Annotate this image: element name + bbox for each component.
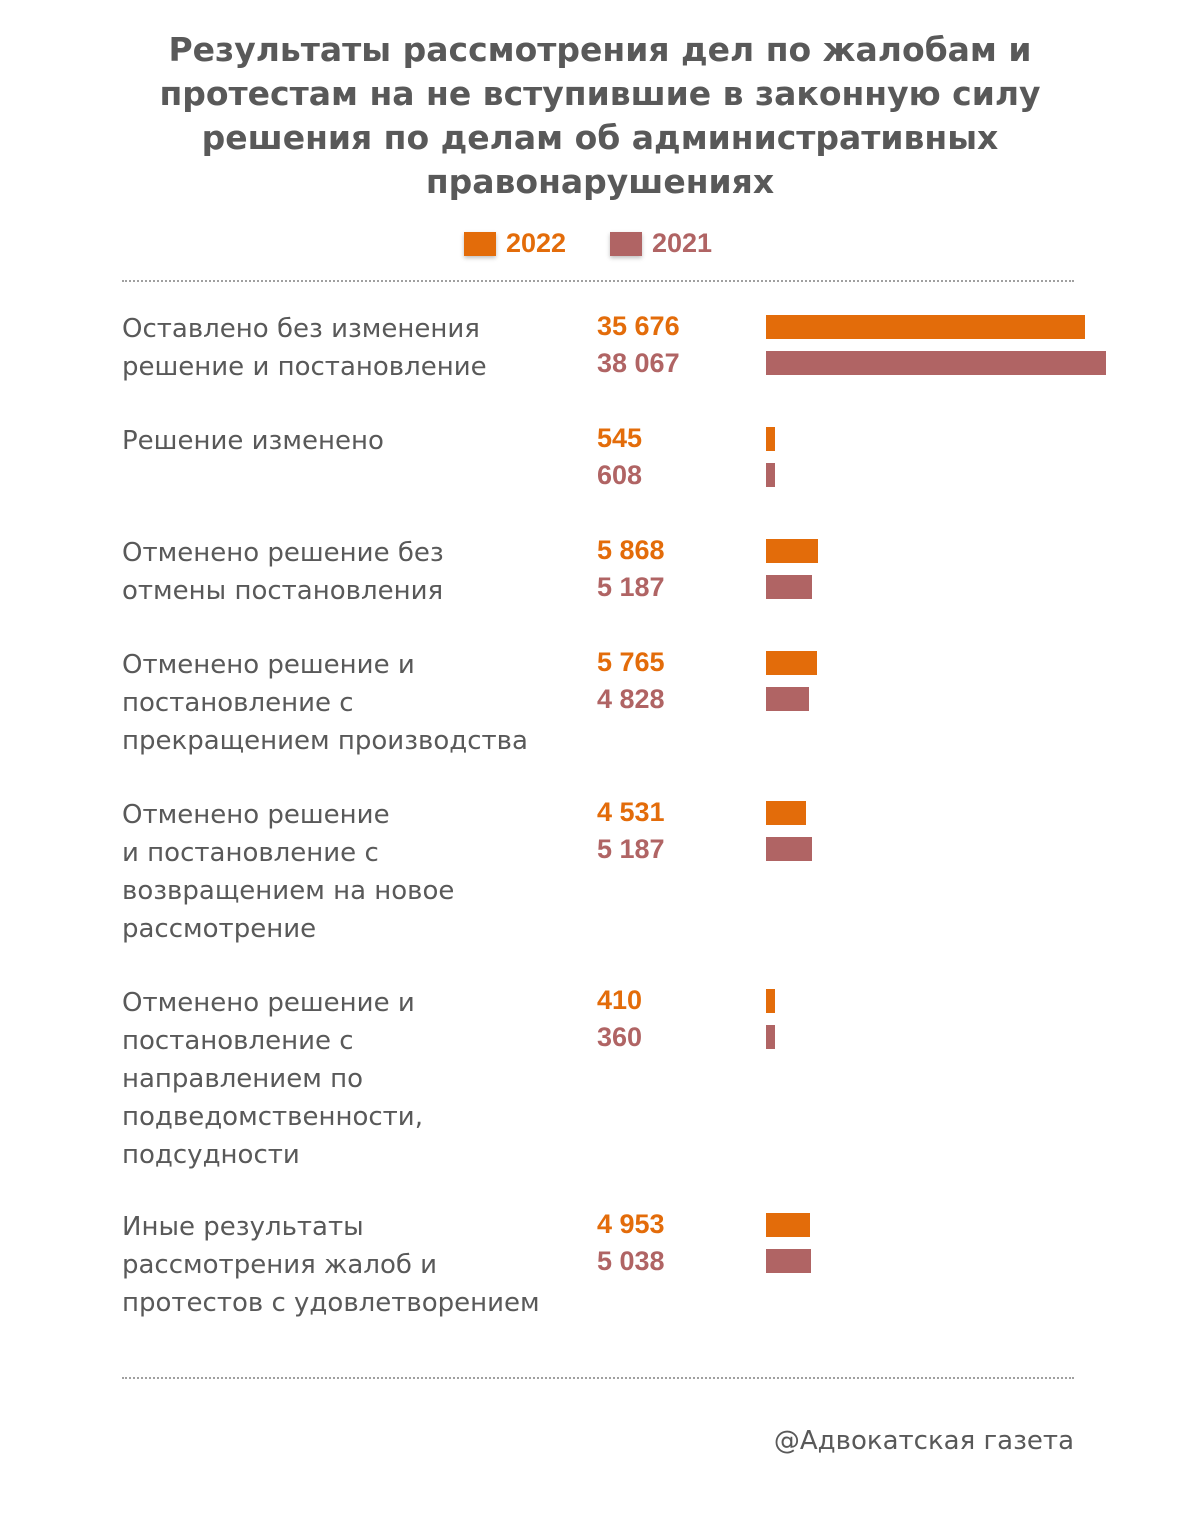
value-label-2022: 5 868 <box>597 535 665 565</box>
bar-2022 <box>766 651 817 675</box>
chart-title: Результаты рассмотрения дел по жалобам и… <box>159 30 1041 201</box>
legend-label-2022: 2022 <box>506 228 567 258</box>
bar-2022 <box>766 315 1085 339</box>
value-label-2022: 35 676 <box>597 311 680 341</box>
bar-2021 <box>766 575 812 599</box>
category-label: Оставлено без изменения решение и постан… <box>122 314 487 382</box>
bar-2022 <box>766 801 806 825</box>
source-credit: @Адвокатская газета <box>773 1426 1074 1456</box>
value-label-2022: 5 765 <box>597 647 665 677</box>
bar-2021 <box>766 351 1106 375</box>
bar-2022 <box>766 989 775 1013</box>
bottom-divider <box>122 1377 1074 1379</box>
bar-2021 <box>766 463 775 487</box>
legend-swatch-2021 <box>610 231 642 256</box>
bar-2021 <box>766 1025 775 1049</box>
value-label-2022: 4 953 <box>597 1209 665 1239</box>
category-label: Отменено решение и постановление с прекр… <box>122 650 528 756</box>
legend-item-2021: 2021 <box>610 228 712 259</box>
category-label: Отменено решение и постановление с возвр… <box>122 800 455 944</box>
bar-2021 <box>766 837 812 861</box>
legend-swatch-2022 <box>464 231 496 256</box>
value-label-2021: 5 038 <box>597 1246 665 1276</box>
category-label: Отменено решение и постановление с напра… <box>122 988 423 1170</box>
value-label-2022: 545 <box>597 423 643 453</box>
value-label-2022: 410 <box>597 985 643 1015</box>
value-label-2021: 38 067 <box>597 348 680 378</box>
top-divider <box>122 280 1074 282</box>
category-label: Отменено решение без отмены постановлени… <box>122 538 444 606</box>
bar-2021 <box>766 1249 811 1273</box>
legend-item-2022: 2022 <box>464 228 566 259</box>
bar-2022 <box>766 539 818 563</box>
value-label-2021: 4 828 <box>597 684 665 714</box>
legend-label-2021: 2021 <box>652 228 713 258</box>
value-label-2021: 360 <box>597 1022 643 1052</box>
value-label-2021: 608 <box>597 460 643 490</box>
bar-2022 <box>766 427 775 451</box>
category-label: Иные результаты рассмотрения жалоб и про… <box>122 1212 540 1318</box>
value-label-2021: 5 187 <box>597 834 665 864</box>
bar-2022 <box>766 1213 810 1237</box>
value-label-2021: 5 187 <box>597 572 665 602</box>
bar-2021 <box>766 687 809 711</box>
category-label: Решение изменено <box>122 426 384 456</box>
value-label-2022: 4 531 <box>597 797 665 827</box>
